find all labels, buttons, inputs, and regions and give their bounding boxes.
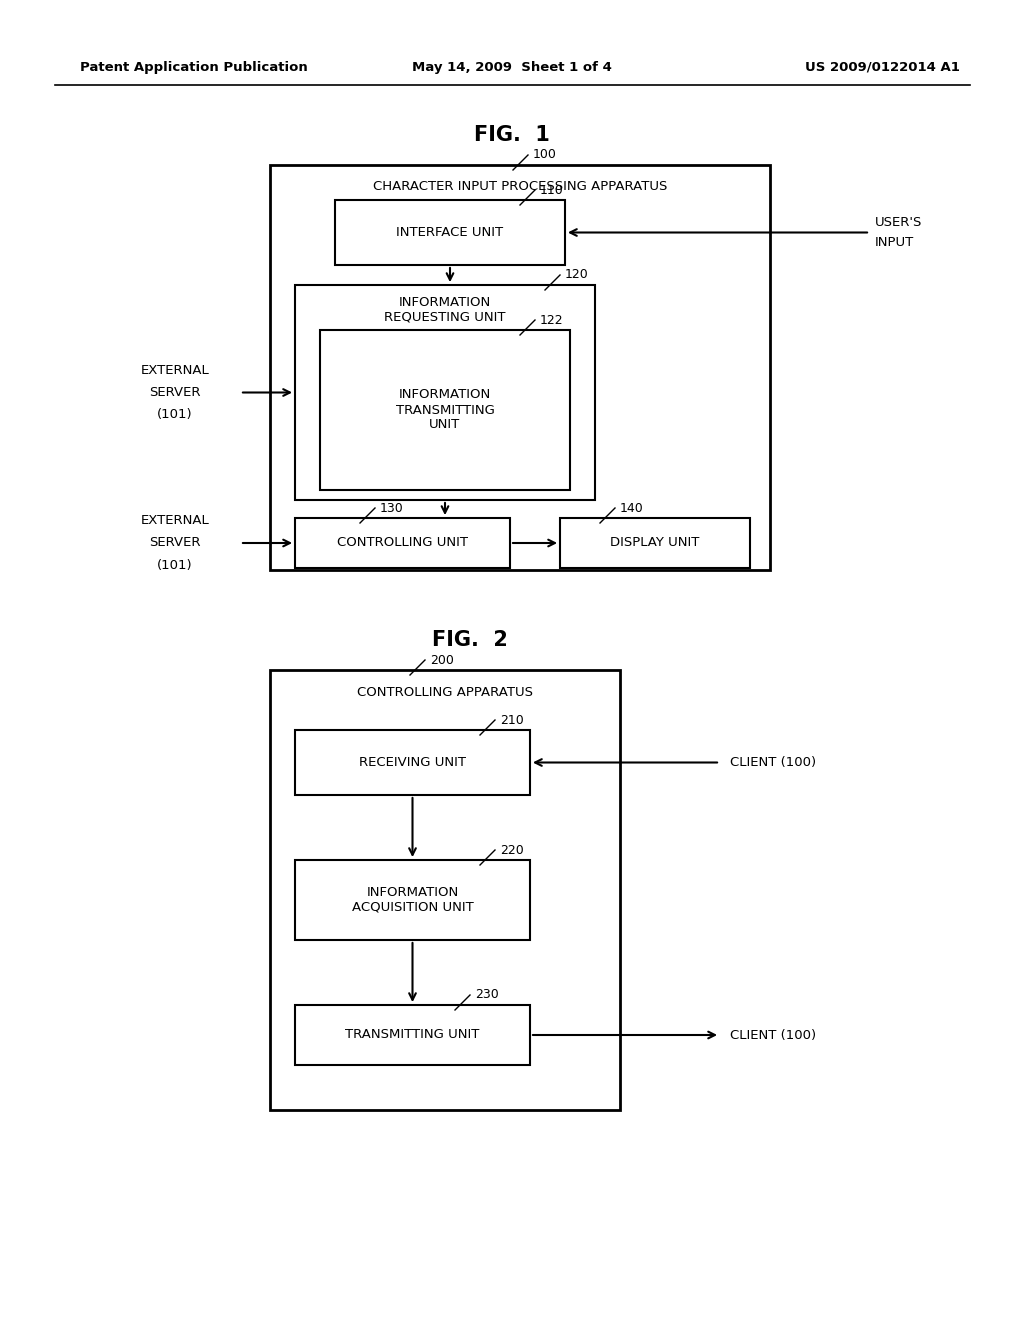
Text: EXTERNAL: EXTERNAL <box>140 364 209 378</box>
Bar <box>270 671 620 1110</box>
Text: EXTERNAL: EXTERNAL <box>140 515 209 528</box>
Text: May 14, 2009  Sheet 1 of 4: May 14, 2009 Sheet 1 of 4 <box>412 61 612 74</box>
Text: CLIENT (100): CLIENT (100) <box>730 756 816 770</box>
Bar <box>335 201 565 265</box>
Text: TRANSMITTING UNIT: TRANSMITTING UNIT <box>345 1028 479 1041</box>
Text: 220: 220 <box>500 843 523 857</box>
Text: 140: 140 <box>620 502 644 515</box>
Text: INTERFACE UNIT: INTERFACE UNIT <box>396 226 504 239</box>
Text: (101): (101) <box>158 408 193 421</box>
Text: Patent Application Publication: Patent Application Publication <box>80 61 308 74</box>
Text: DISPLAY UNIT: DISPLAY UNIT <box>610 536 699 549</box>
Bar <box>295 730 530 795</box>
Text: INFORMATION
ACQUISITION UNIT: INFORMATION ACQUISITION UNIT <box>351 886 473 913</box>
Text: SERVER: SERVER <box>150 385 201 399</box>
Text: 210: 210 <box>500 714 523 726</box>
Bar <box>295 285 595 500</box>
Text: INPUT: INPUT <box>874 236 914 249</box>
Text: 200: 200 <box>430 653 454 667</box>
Text: 122: 122 <box>540 314 563 326</box>
Text: INFORMATION
TRANSMITTING
UNIT: INFORMATION TRANSMITTING UNIT <box>395 388 495 432</box>
Text: FIG.  2: FIG. 2 <box>432 630 508 649</box>
Bar <box>319 330 570 490</box>
Text: FIG.  1: FIG. 1 <box>474 125 550 145</box>
Bar <box>295 861 530 940</box>
Text: 100: 100 <box>534 149 557 161</box>
Text: CHARACTER INPUT PROCESSING APPARATUS: CHARACTER INPUT PROCESSING APPARATUS <box>373 181 668 194</box>
Text: 110: 110 <box>540 183 564 197</box>
Text: (101): (101) <box>158 558 193 572</box>
Text: 130: 130 <box>380 502 403 515</box>
Text: INFORMATION
REQUESTING UNIT: INFORMATION REQUESTING UNIT <box>384 296 506 323</box>
Text: CONTROLLING UNIT: CONTROLLING UNIT <box>337 536 468 549</box>
Bar <box>270 165 770 570</box>
Bar <box>560 517 750 568</box>
Text: USER'S: USER'S <box>874 216 923 228</box>
Bar <box>295 517 510 568</box>
Text: US 2009/0122014 A1: US 2009/0122014 A1 <box>805 61 961 74</box>
Bar <box>295 1005 530 1065</box>
Text: SERVER: SERVER <box>150 536 201 549</box>
Text: 230: 230 <box>475 989 499 1002</box>
Text: RECEIVING UNIT: RECEIVING UNIT <box>359 756 466 770</box>
Text: CONTROLLING APPARATUS: CONTROLLING APPARATUS <box>357 685 534 698</box>
Text: 120: 120 <box>565 268 589 281</box>
Text: CLIENT (100): CLIENT (100) <box>730 1028 816 1041</box>
